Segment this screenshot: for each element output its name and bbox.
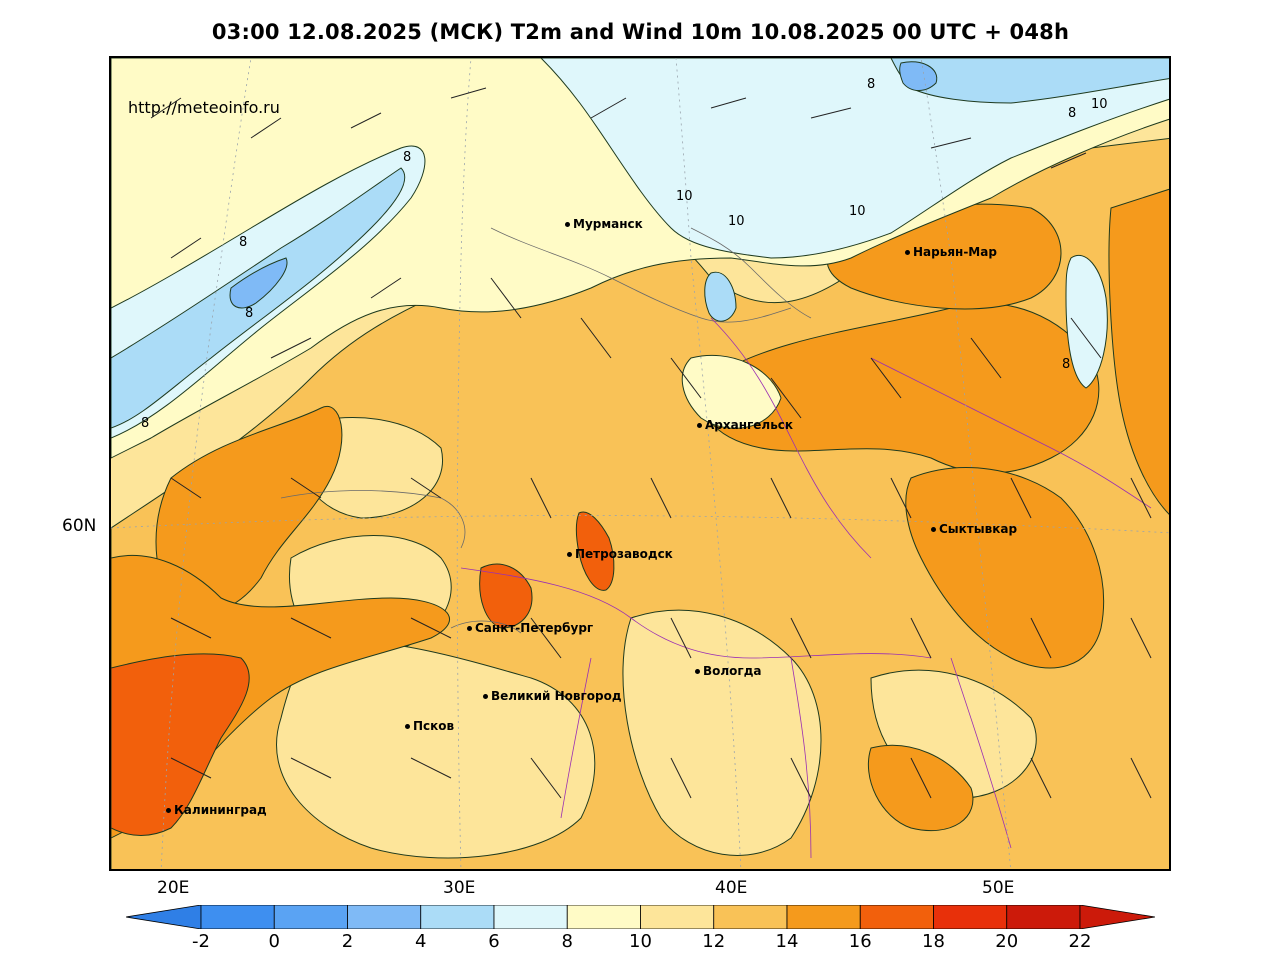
colorbar-cell [566,905,641,929]
city-marker: Вологда [695,664,761,678]
contour-label: 8 [239,235,248,250]
city-dot-icon [905,250,910,255]
colorbar-cell [493,905,568,929]
city-dot-icon [695,669,700,674]
temp-zone-6-8 [704,271,737,322]
city-marker: Нарьян-Мар [905,245,997,259]
city-dot-icon [166,808,171,813]
temp-zone-16-18 [702,303,1100,474]
contour-label: 8 [403,150,412,165]
city-marker: Великий Новгород [483,689,622,703]
city-dot-icon [565,222,570,227]
city-dot-icon [567,552,572,557]
colorbar-cell [347,905,422,929]
colorbar-cell [420,905,495,929]
city-dot-icon [931,527,936,532]
city-dot-icon [467,626,472,631]
city-marker: Санкт-Петербург [467,621,593,635]
city-marker: Сыктывкар [931,522,1017,536]
colorbar-tick-label: 22 [1068,931,1092,952]
temp-zone-8-10 [1065,255,1108,389]
longitude-label: 20E [157,878,190,898]
temp-zone-8-10 [540,58,1169,259]
contour-label: 8 [1062,357,1071,372]
temp-zone-18-20 [111,653,250,836]
city-dot-icon [483,694,488,699]
colorbar-cell [273,905,348,929]
longitude-label: 50E [982,878,1015,898]
temp-zone-12-14 [622,609,822,856]
colorbar-tick-label: 16 [848,931,872,952]
latitude-label: 60N [62,516,97,536]
city-label: Мурманск [573,217,643,231]
colorbar-cell [859,905,934,929]
city-dot-icon [697,423,702,428]
temp-zone-18-20 [575,511,615,591]
temp-zone-10-12 [681,354,782,429]
colorbar-tick-label: 18 [922,931,945,952]
contour-label: 10 [1091,97,1108,112]
city-marker: Псков [405,719,454,733]
city-label: Сыктывкар [939,522,1018,536]
longitude-label: 30E [443,878,476,898]
colorbar-tick-label: 12 [702,931,726,952]
coastlines [280,227,812,634]
source-credit: http://meteoinfo.ru [128,98,280,117]
temperature-field [111,58,1169,869]
city-label: Петрозаводск [575,547,673,561]
colorbar-cell [200,905,275,929]
temp-zone-18-20 [479,563,533,629]
temp-zone-4-6 [899,61,938,91]
colorbar-cell [786,905,861,929]
colorbar-tick-label: 4 [415,931,427,952]
city-marker: Калининград [166,803,267,817]
city-marker: Архангельск [697,418,793,432]
city-label: Псков [413,719,455,733]
colorbar-tick-label: 0 [268,931,280,952]
weather-map: 8 8 8 8 8 8 10 10 10 10 8 [109,56,1171,871]
colorbar-high-extension [1079,905,1155,929]
city-label: Санкт-Петербург [475,621,594,635]
temperature-colorbar [126,905,1155,929]
wind-barbs [150,87,1152,799]
colorbar-tick-label: -2 [192,931,210,952]
temp-zone-4-6 [229,257,288,309]
colorbar-cell [640,905,715,929]
city-marker: Петрозаводск [567,547,673,561]
colorbar-tick-label: 14 [775,931,799,952]
temp-zone-16-18 [867,744,974,832]
colorbar-low-extension [126,905,202,929]
temp-zone-16-18 [1108,188,1169,515]
city-dot-icon [405,724,410,729]
city-label: Калининград [174,803,267,817]
colorbar-cell [933,905,1008,929]
contour-label: 8 [867,77,876,92]
contour-label: 8 [141,416,150,431]
contour-label: 8 [245,306,254,321]
longitude-label: 40E [715,878,748,898]
graticule [111,58,1169,869]
city-marker: Мурманск [565,217,643,231]
contour-label: 8 [1068,106,1077,121]
colorbar-tick-label: 10 [629,931,652,952]
map-title: 03:00 12.08.2025 (МСК) T2m and Wind 10m … [211,20,1070,44]
city-label: Архангельск [705,418,794,432]
colorbar-cell [1006,905,1081,929]
colorbar-tick-label: 8 [561,931,573,952]
contour-label: 10 [849,204,866,219]
temp-zone-12-14 [276,640,596,859]
colorbar-cell [713,905,788,929]
contour-label: 10 [728,214,745,229]
admin-borders [460,317,1152,859]
colorbar-tick-label: 20 [995,931,1019,952]
colorbar-tick-label: 6 [488,931,500,952]
city-label: Великий Новгород [491,689,622,703]
city-label: Нарьян-Мар [913,245,997,259]
city-label: Вологда [703,664,762,678]
temp-zone-16-18 [905,467,1105,669]
colorbar-tick-label: 2 [341,931,354,952]
contour-label: 10 [676,189,693,204]
